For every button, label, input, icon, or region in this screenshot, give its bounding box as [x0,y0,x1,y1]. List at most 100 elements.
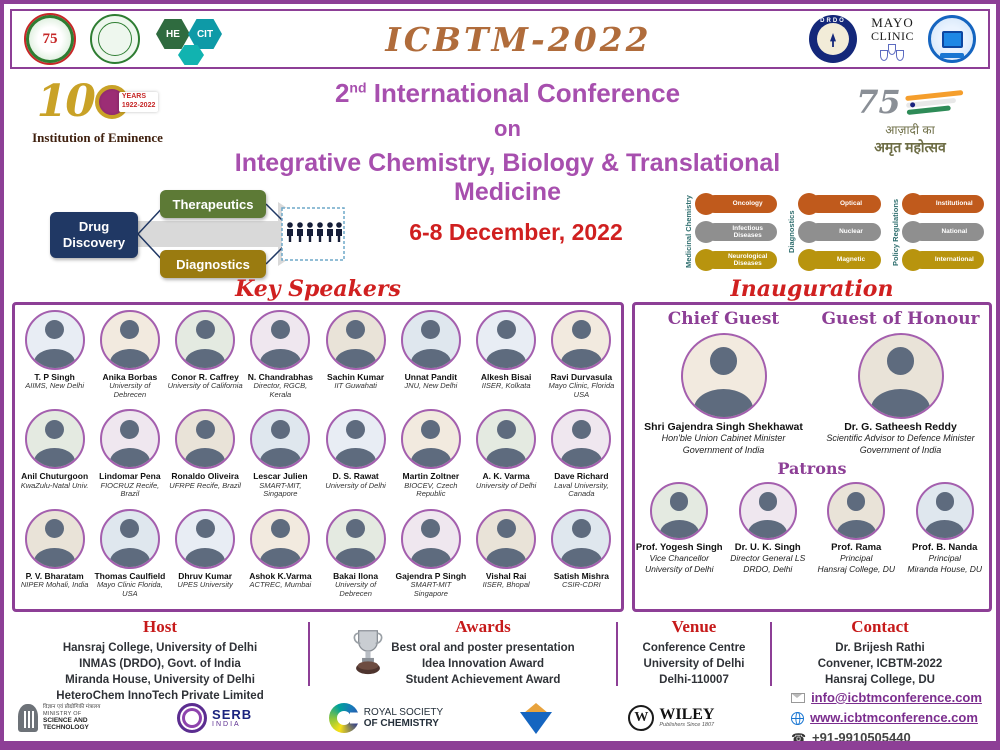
website-link[interactable]: www.icbtmconference.com [810,709,978,725]
years-range: 1922-2022 [121,102,156,109]
speaker-name: Sachin Kumar [327,372,385,382]
pillar-group: Policy Regulations Institutional Nationa… [891,193,984,271]
speaker-photo [476,508,537,569]
hecit-he-hex: HE [156,19,190,49]
speaker-name: P. V. Bharatam [25,570,84,581]
host-heading: Host [143,617,177,636]
contact-line: Convener, ICBTM-2022 [817,658,943,671]
title-section: 10 YEARS 1922-2022 Institution of Eminen… [10,72,990,206]
ministry-line: TECHNOLOGY [43,724,89,732]
pillar-item-label: Neurological Diseases [706,251,778,269]
contact-line: Hansraj College, DU [825,674,935,687]
pillar-item-label: Nuclear [809,223,881,241]
wiley-logo: W WILEY Publishers Since 1807 [628,705,714,731]
email-link[interactable]: info@icbtmconference.com [811,689,982,705]
header-bar: 75 HE CIT ICBTM-2022 DRDO MAYO CLINIC [10,9,990,69]
patron-org: University of Delhi [645,564,714,574]
pillar-item: Oncology [695,193,778,215]
host-section: Host Hansraj College, University of Delh… [12,614,308,702]
speaker-card: Satish Mishra CSIR-CDRI [544,507,619,606]
speaker-affiliation: UFRPE Recife, Brazil [169,480,241,490]
pillar-group: Medicinal Chemistry Oncology Infectious … [684,193,778,271]
speaker-affiliation: University of California [167,381,243,391]
speaker-photo [250,310,311,370]
patron-card: Dr. U. K. Singh Director General LS DRDO… [724,480,813,574]
patron-org: Miranda House, DU [907,564,983,574]
patron-photo [915,482,974,541]
hecit-logo: HE CIT [154,13,228,65]
india-75-label: 75 [42,30,58,47]
speaker-photo [476,409,537,470]
india-75-logo: 75 [24,13,76,65]
footer-logos-row: विज्ञान एवं प्रौद्योगिकी मंत्रालय MINIST… [12,690,988,741]
centenary-logo: 10 YEARS 1922-2022 [10,80,185,124]
chief-guest-card: Chief Guest Shri Gajendra Singh Shekhawa… [635,305,812,456]
speaker-photo [551,310,612,370]
divider [308,622,310,686]
guest-of-honour-org: Government of India [859,444,942,455]
speaker-photo [476,310,537,370]
royal-society-of-chemistry-logo: ROYAL SOCIETY OF CHEMISTRY [328,703,443,733]
ministry-line: MINISTRY OF [43,710,82,717]
speaker-name: Thomas Caulfield [94,570,166,581]
chief-guest-heading: Chief Guest [667,309,780,329]
speaker-photo [400,508,461,569]
title-line-1: 2nd International Conference [334,78,681,108]
themes-diagram: Medicinal Chemistry Oncology Infectious … [684,193,984,271]
diagram-row: Drug Discovery Therapeutics Diagnostics … [10,188,990,278]
speaker-card: Conor R. Caffrey University of Californi… [168,308,243,407]
pillar-label: Policy Regulations [890,198,900,266]
speaker-name: Anika Borbas [102,372,158,382]
speaker-affiliation: IISER, Kolkata [481,381,531,391]
awards-heading: Awards [455,617,511,636]
guest-of-honour-title: Scientific Advisor to Defence Minister [826,433,975,443]
pillar-item-label: Magnetic [809,251,881,269]
website-row: www.icbtmconference.com [791,708,982,728]
pillar-item: Nuclear [798,221,881,243]
years-word: YEARS [121,93,146,101]
speaker-name: T. P Singh [34,372,75,382]
drug-discovery-box: Drug Discovery [50,212,138,258]
clinic-word: CLINIC [871,28,914,43]
speaker-card: Ashok K.Varma ACTREC, Mumbai [243,507,318,606]
patron-card: Prof. Yogesh Singh Vice Chancellor Unive… [635,480,724,574]
ministry-text: विज्ञान एवं प्रौद्योगिकी मंत्रालय MINIST… [43,704,100,732]
speaker-card: Vishal Rai IISER, Bhopal [469,507,544,606]
speaker-name: Anil Chuturgoon [21,471,89,482]
speaker-affiliation: Mayo Clinic, Florida USA [548,381,615,399]
speaker-affiliation: KwaZulu-Natal Univ. [20,480,89,490]
speaker-card: Lescar Julien SMART-MIT, Singapore [243,407,318,506]
patron-org: Hansraj College, DU [817,564,895,574]
globe-icon [791,711,805,725]
speaker-affiliation: SMART-MIT, Singapore [259,480,302,499]
speaker-card: Thomas Caulfield Mayo Clinic Florida, US… [92,507,167,606]
chief-guest-photo [680,333,767,419]
speaker-card: Martin Zoltner BIOCEV, Czech Republic [393,407,468,506]
guest-of-honour-heading: Guest of Honour [821,309,980,329]
pillar-item-dot [901,221,924,243]
awards-line: Student Achievement Award [405,674,561,687]
rsc-text: ROYAL SOCIETY OF CHEMISTRY [364,707,443,729]
wiley-name: WILEY [659,706,715,724]
conference-dates: 6-8 December, 2022 [409,218,623,245]
title-line-2: on [494,116,521,141]
speaker-affiliation: Director, RGCB, Kerala [253,381,308,399]
speaker-affiliation: CSIR-CDRI [562,580,601,589]
speaker-name: Alkesh Bisai [480,372,532,382]
speaker-affiliation: SMART-MIT Singapore [410,580,452,598]
speaker-card: Dave Richard Laval University, Canada [544,407,619,506]
speaker-affiliation: IISER, Bhopal [482,580,530,589]
rsc-line: OF CHEMISTRY [363,718,439,729]
wiley-text: WILEY Publishers Since 1807 [659,707,714,729]
speaker-photo [24,310,85,370]
pillar-item-label: Oncology [706,195,778,213]
speaker-card: D. S. Rawat University of Delhi [318,407,393,506]
speaker-photo [400,409,461,470]
speaker-photo [250,409,311,470]
speaker-photo [175,409,236,470]
speaker-card: Bakai Ilona University of Debrecen [318,507,393,606]
speaker-name: Lindomar Pena [99,471,161,482]
pillar-item-label: Optical [809,195,881,213]
speaker-affiliation: University of Debrecen [334,580,377,598]
speaker-name: Vishal Rai [485,570,527,581]
